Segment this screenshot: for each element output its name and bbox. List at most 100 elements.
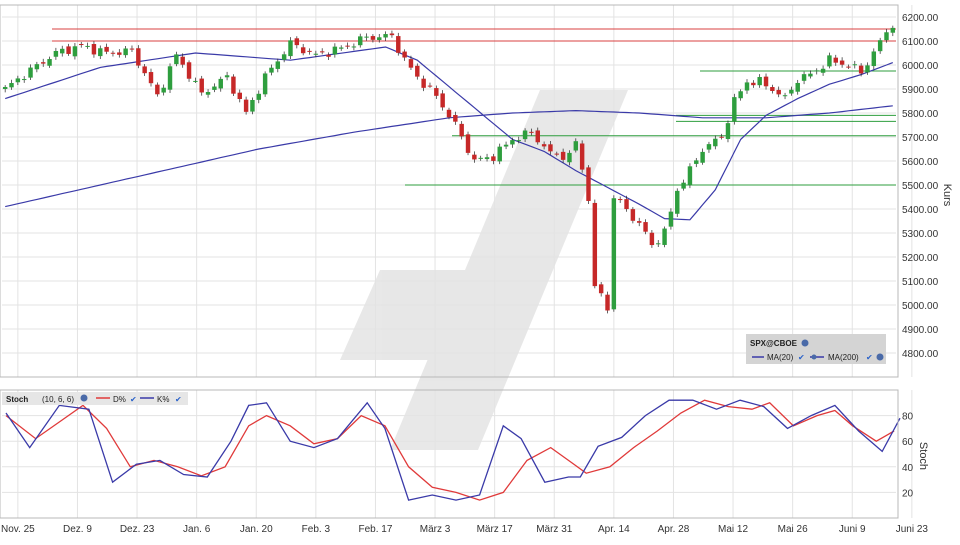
candle-body xyxy=(421,78,426,88)
check-icon[interactable]: ✔ xyxy=(175,395,182,404)
ma20-line xyxy=(5,46,894,221)
candle-body xyxy=(117,52,122,55)
date-tick-label: Juni 9 xyxy=(839,524,866,535)
candle-body xyxy=(744,82,750,91)
legend-add-icon[interactable] xyxy=(876,353,884,361)
candle-body xyxy=(79,44,84,46)
price-panel-border xyxy=(0,4,899,378)
candle-body xyxy=(801,74,807,81)
date-tick-label: März 3 xyxy=(420,524,451,535)
stoch-header-bg xyxy=(2,392,188,405)
candle-body xyxy=(427,85,433,87)
candle-body xyxy=(795,82,800,92)
candle-body xyxy=(503,144,509,147)
check-icon[interactable]: ✔ xyxy=(866,353,873,362)
candle-body xyxy=(782,95,788,97)
candle-body xyxy=(567,152,572,163)
candle-body xyxy=(497,146,502,162)
candle-body xyxy=(269,67,274,73)
date-axis: Nov. 25 Dez. 9 Dez. 23 Jan. 6 Jan. 20 Feb. 3 F… xyxy=(1,524,928,535)
candle-body xyxy=(313,53,319,55)
price-tick-label: 5900.00 xyxy=(902,85,939,96)
candle-body xyxy=(516,140,521,142)
candle-body xyxy=(142,66,147,74)
date-tick-label: Mai 26 xyxy=(778,524,808,535)
legend-ma200-label: MA(200) xyxy=(828,353,859,362)
candle-body xyxy=(808,73,813,77)
candle-body xyxy=(104,46,109,52)
candle-body xyxy=(408,59,414,68)
stoch-settings-icon[interactable] xyxy=(80,394,88,402)
candle-body xyxy=(338,47,344,49)
candle-body xyxy=(415,65,420,77)
candle-body xyxy=(28,67,33,78)
candle-body xyxy=(2,86,8,89)
legend-ma20-label: MA(20) xyxy=(767,353,794,362)
date-tick-label: Mai 12 xyxy=(718,524,748,535)
candle-body xyxy=(237,92,242,100)
candle-body xyxy=(47,59,52,66)
stoch-params: (10, 6, 6) xyxy=(42,395,74,404)
candle-body xyxy=(491,156,496,161)
date-tick-label: Apr. 14 xyxy=(598,524,630,535)
stoch-k-label: K% xyxy=(157,395,169,404)
date-tick-label: Juni 23 xyxy=(896,524,929,535)
check-icon[interactable]: ✔ xyxy=(130,395,137,404)
check-icon[interactable]: ✔ xyxy=(798,353,805,362)
candle-body xyxy=(402,51,407,58)
date-tick-label: Jan. 20 xyxy=(240,524,273,535)
date-tick-label: März 31 xyxy=(536,524,573,535)
candle-body xyxy=(307,50,312,52)
candle-body xyxy=(770,87,775,92)
price-tick-label: 6000.00 xyxy=(902,61,939,72)
candle-body xyxy=(605,294,610,311)
candle-body xyxy=(858,65,864,74)
candle-body xyxy=(91,44,97,55)
candle-body xyxy=(675,190,680,214)
candle-body xyxy=(15,78,21,83)
candle-body xyxy=(326,54,331,57)
candle-body xyxy=(212,86,217,90)
candle-body xyxy=(649,232,655,246)
candle-body xyxy=(630,209,636,221)
candle-body xyxy=(776,89,781,95)
price-tick-label: 5500.00 xyxy=(902,181,939,192)
candle-body xyxy=(60,48,65,54)
price-tick-label: 5100.00 xyxy=(902,277,939,288)
candle-body xyxy=(573,141,579,151)
stoch-panel-border xyxy=(0,389,899,519)
candlesticks xyxy=(2,25,896,314)
candle-body xyxy=(529,131,534,133)
price-tick-label: 5300.00 xyxy=(902,229,939,240)
candle-body xyxy=(656,243,661,245)
stoch-title: Stoch xyxy=(6,395,28,404)
date-tick-label: Jan. 6 xyxy=(183,524,211,535)
candle-body xyxy=(319,51,325,53)
candle-body xyxy=(34,64,40,70)
candle-body xyxy=(732,97,737,122)
price-tick-label: 6100.00 xyxy=(902,37,939,48)
stoch-header: Stoch (10, 6, 6) D% ✔ K% ✔ xyxy=(2,392,188,405)
price-tick-label: 5200.00 xyxy=(902,253,939,264)
candle-body xyxy=(256,93,262,100)
candle-body xyxy=(155,84,160,95)
candle-body xyxy=(351,46,357,48)
candle-body xyxy=(199,78,204,93)
candle-body xyxy=(110,52,116,54)
candle-body xyxy=(53,50,59,57)
candle-body xyxy=(522,130,528,140)
candle-body xyxy=(560,151,566,160)
candle-body xyxy=(725,123,731,139)
candle-body xyxy=(592,202,598,287)
candle-body xyxy=(827,55,832,67)
candle-body xyxy=(148,72,154,84)
candle-body xyxy=(167,66,173,90)
candle-body xyxy=(275,61,281,69)
price-axis-ticks: 4800.00 4900.00 5000.00 5100.00 5200.00 5300.… xyxy=(902,13,939,360)
candle-body xyxy=(789,89,794,94)
candle-body xyxy=(383,34,388,38)
legend-settings-icon[interactable] xyxy=(801,339,809,347)
price-tick-label: 5700.00 xyxy=(902,133,939,144)
legend-title: SPX@CBOE xyxy=(750,339,798,348)
candle-body xyxy=(186,62,192,79)
